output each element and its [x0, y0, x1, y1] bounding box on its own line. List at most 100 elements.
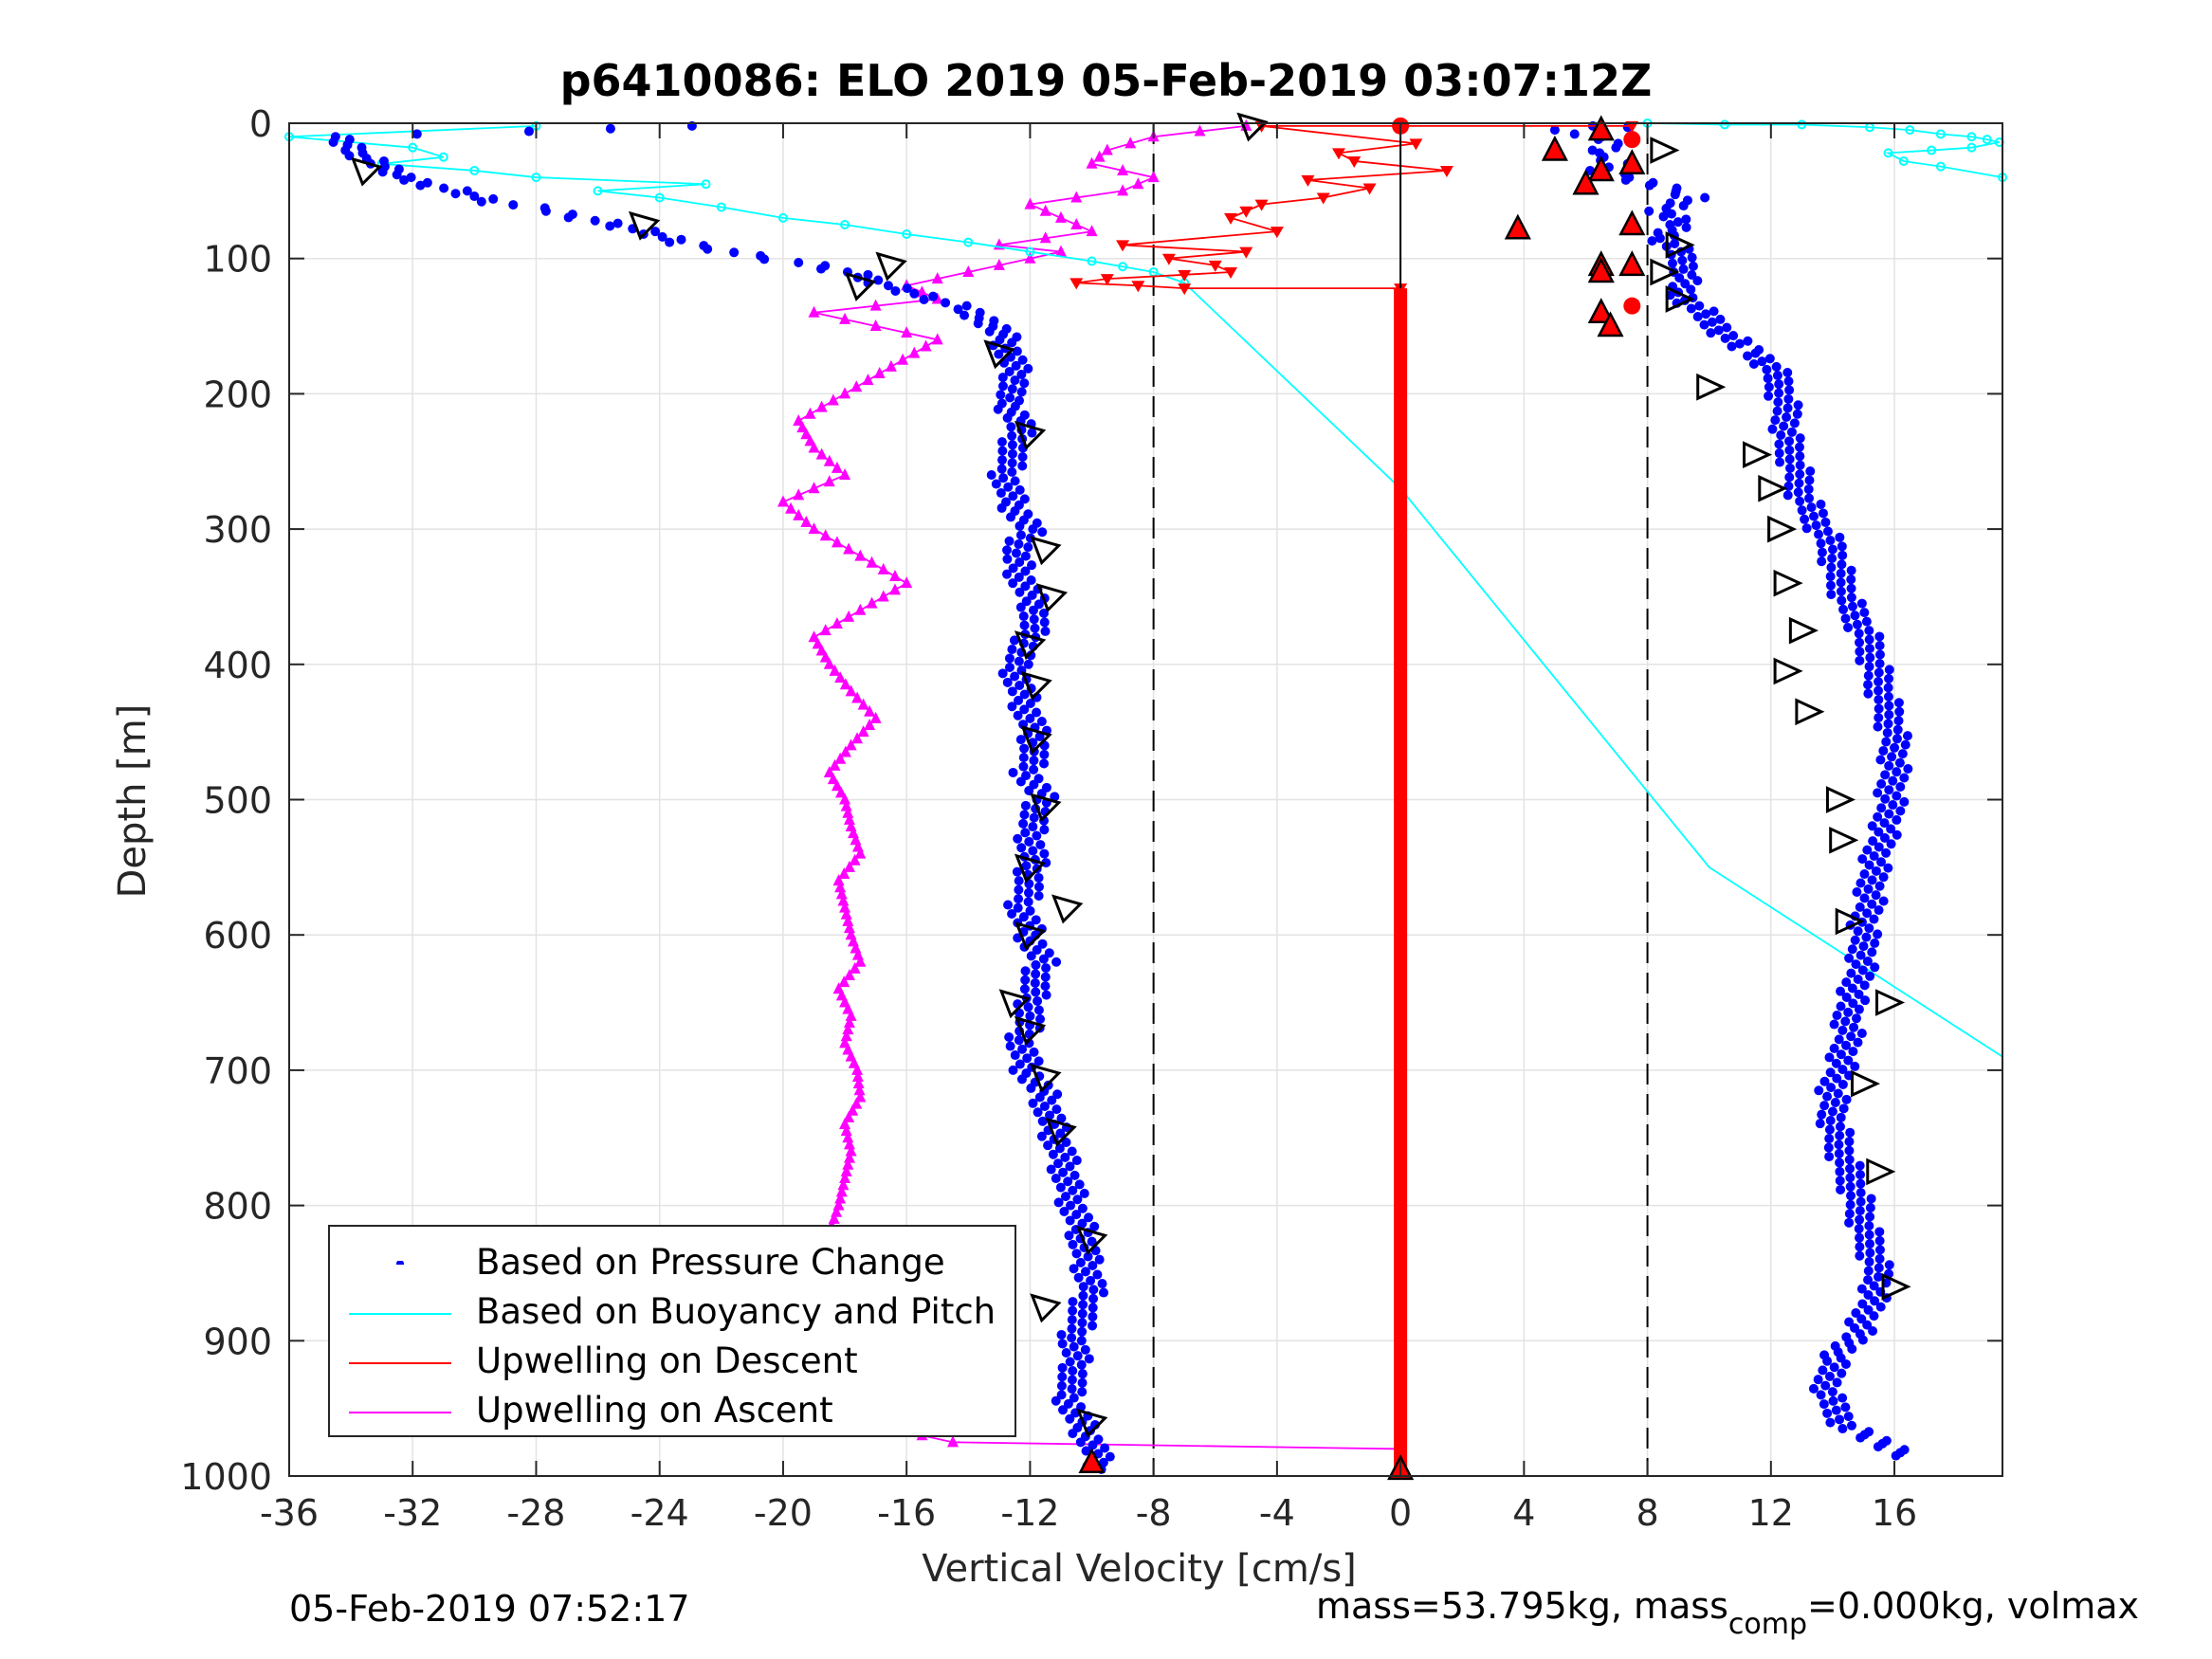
pressure-dot	[1863, 1266, 1874, 1276]
ascent-triangle-point	[1024, 251, 1036, 264]
pressure-dot	[1859, 608, 1870, 618]
red-triangle-marker	[1618, 250, 1646, 277]
pressure-dot	[1837, 1079, 1848, 1089]
pressure-dot	[1874, 667, 1884, 678]
pressure-dot	[1840, 613, 1851, 624]
pressure-dot	[1051, 1174, 1061, 1184]
pressure-dot	[996, 455, 1007, 465]
pressure-dot	[1010, 671, 1020, 682]
ascent-triangle-point	[962, 264, 975, 277]
pressure-dot	[1837, 1025, 1848, 1035]
pressure-dot	[1031, 969, 1041, 979]
pressure-dot	[328, 137, 338, 147]
pressure-dot	[1045, 1110, 1055, 1121]
pressure-dot	[1061, 1138, 1071, 1148]
pressure-dot	[1025, 905, 1035, 916]
legend-line-icon	[349, 1412, 451, 1413]
pressure-dot	[1865, 652, 1875, 663]
descent-triangle-point	[1069, 278, 1084, 290]
pressure-dot	[1707, 317, 1717, 327]
pressure-dot	[1897, 749, 1908, 759]
open-triangle-marker	[1076, 1226, 1108, 1255]
pressure-dot	[1016, 843, 1027, 853]
open-triangle-marker	[1665, 285, 1695, 313]
pressure-dot	[1884, 709, 1894, 720]
ascent-triangle-point	[916, 285, 928, 298]
pressure-dot	[1892, 724, 1903, 735]
descent-triangle-point	[1409, 138, 1423, 151]
pressure-dot	[1052, 1089, 1063, 1100]
pressure-dot	[1014, 572, 1024, 582]
pressure-dot	[1694, 301, 1705, 311]
pressure-dot	[1681, 214, 1691, 225]
pressure-dot	[1823, 1142, 1834, 1153]
pressure-dot	[1888, 775, 1898, 786]
pressure-dot	[1855, 1232, 1865, 1243]
pressure-dot	[1846, 574, 1856, 585]
ascent-triangle-point	[845, 1049, 857, 1062]
ascent-triangle-point	[834, 752, 847, 764]
pressure-dot	[1882, 727, 1892, 738]
pressure-dot	[1856, 1196, 1866, 1207]
ascent-triangle-point	[804, 434, 816, 447]
y-axis-label: Depth [m]	[111, 703, 155, 899]
upwelling-zero-bar	[1394, 288, 1408, 1476]
pressure-dot	[1837, 550, 1848, 560]
pressure-dot	[1786, 427, 1797, 437]
pressure-dot	[1843, 1412, 1854, 1422]
pressure-dot	[1825, 1417, 1836, 1428]
pressure-dot	[1036, 717, 1047, 727]
pressure-dot	[1692, 312, 1703, 322]
pressure-dot	[1776, 430, 1786, 441]
pressure-dot	[1784, 463, 1795, 473]
pressure-dot	[1067, 1333, 1077, 1343]
ascent-triangle-point	[838, 975, 850, 988]
pressure-dot	[1868, 836, 1878, 847]
pressure-dot	[1065, 1413, 1075, 1424]
buoyancy-point	[1935, 129, 1946, 139]
ascent-triangle-point	[800, 515, 813, 527]
pressure-dot	[1088, 1321, 1098, 1331]
pressure-dot	[1822, 526, 1833, 537]
open-triangle-marker	[1030, 536, 1062, 566]
descent-triangle-point	[1254, 199, 1269, 211]
pressure-dot	[1836, 1112, 1846, 1122]
pressure-dot	[1820, 517, 1831, 527]
pressure-dot	[1784, 454, 1795, 465]
pressure-dot	[523, 126, 534, 137]
pressure-dot	[1851, 959, 1861, 970]
ascent-triangle-point	[853, 1084, 866, 1096]
pressure-dot	[1748, 359, 1759, 370]
ascent-triangle-point	[819, 650, 832, 663]
x-tick-label: 12	[1748, 1492, 1794, 1534]
pressure-dot	[1852, 887, 1862, 898]
pressure-dot	[1086, 1275, 1096, 1285]
pressure-dot	[1763, 374, 1773, 384]
ascent-triangle-point	[800, 428, 813, 440]
ascent-triangle-point	[869, 711, 882, 723]
pressure-dot	[1865, 1248, 1875, 1258]
pressure-dot	[883, 281, 893, 291]
descent-triangle-point	[1100, 274, 1114, 286]
ascent-triangle-point	[854, 603, 867, 615]
pressure-dot	[993, 404, 1003, 414]
pressure-dot	[1884, 785, 1894, 795]
pressure-dot	[1818, 1365, 1828, 1376]
pressure-dot	[1059, 1206, 1069, 1216]
pressure-dot	[1862, 908, 1873, 919]
pressure-dot	[1863, 688, 1874, 699]
ascent-triangle-point	[1132, 177, 1144, 190]
pressure-dot	[1092, 1269, 1103, 1280]
ascent-triangle-point	[808, 630, 820, 643]
pressure-dot	[1644, 206, 1654, 216]
pressure-dot	[1843, 1007, 1854, 1017]
pressure-dot	[1031, 987, 1041, 997]
legend-item-buoyancy: Based on Buoyancy and Pitch	[330, 1289, 1015, 1339]
open-triangle-marker	[1767, 515, 1798, 543]
open-triangle-marker	[1835, 907, 1865, 936]
pressure-dot	[1022, 1053, 1033, 1064]
ascent-triangle-point	[839, 995, 851, 1008]
pressure-dot	[1870, 962, 1880, 973]
pressure-dot	[1825, 1067, 1836, 1078]
pressure-dot	[1879, 818, 1890, 829]
